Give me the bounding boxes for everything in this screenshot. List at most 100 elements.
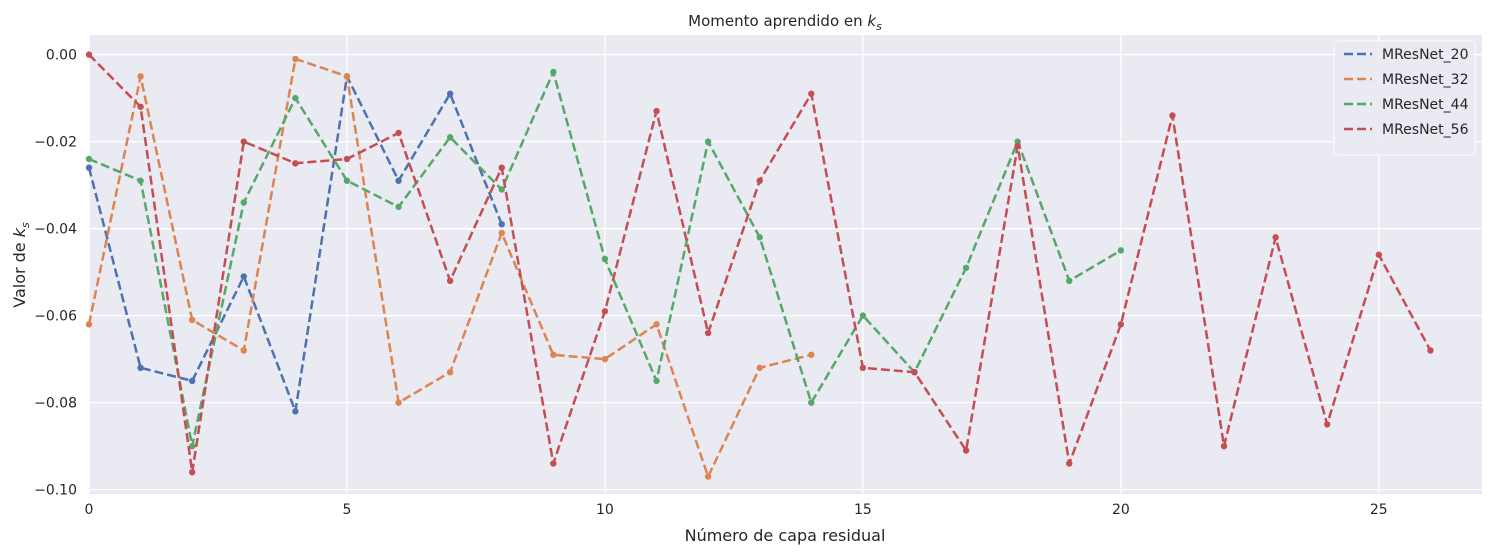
legend-item: MResNet_32 <box>1344 72 1468 88</box>
x-tick-label: 10 <box>596 502 614 518</box>
chart-title-math: k <box>867 12 877 30</box>
data-point <box>1169 112 1176 119</box>
data-point <box>395 203 402 211</box>
data-point <box>395 399 402 406</box>
data-point <box>240 273 247 280</box>
data-point <box>1324 421 1331 428</box>
y-tick-label: −0.08 <box>34 396 77 412</box>
data-point <box>343 73 351 80</box>
data-point <box>292 94 299 102</box>
data-point <box>137 364 144 372</box>
data-point <box>704 138 712 145</box>
legend-label: MResNet_56 <box>1382 122 1469 138</box>
data-point <box>756 364 763 372</box>
data-point <box>859 364 867 372</box>
data-point <box>137 103 144 110</box>
data-point <box>240 347 247 354</box>
data-point <box>859 312 867 319</box>
data-point <box>808 399 815 406</box>
y-tick-labels: 0.00 −0.02 −0.04 −0.06 −0.08 −0.10 <box>34 48 77 499</box>
data-point <box>395 177 402 184</box>
data-point <box>1117 247 1125 254</box>
data-point <box>240 138 247 145</box>
chart-title: Momento aprendido en ks <box>688 12 882 33</box>
data-point <box>498 221 505 228</box>
data-point <box>446 90 454 97</box>
legend-box <box>1333 40 1476 156</box>
data-point <box>601 255 609 263</box>
data-point <box>446 134 454 141</box>
data-point <box>343 177 351 184</box>
legend-item: MResNet_20 <box>1344 47 1468 63</box>
data-point <box>292 408 299 415</box>
data-point <box>704 329 712 337</box>
data-point <box>137 177 144 184</box>
data-point <box>1220 442 1228 450</box>
data-point <box>395 129 402 137</box>
plot-background <box>89 35 1482 494</box>
data-point <box>653 321 660 328</box>
data-point <box>756 177 763 184</box>
legend-label: MResNet_20 <box>1382 47 1468 63</box>
data-point <box>85 51 93 58</box>
legend-label: MResNet_32 <box>1382 72 1468 88</box>
series-mresnet-44 <box>85 68 1125 450</box>
legend-item: MResNet_44 <box>1344 97 1469 113</box>
data-point <box>808 351 815 358</box>
x-tick-label: 0 <box>85 502 94 518</box>
data-point <box>85 321 93 328</box>
data-point <box>601 355 609 363</box>
data-point <box>653 107 660 115</box>
x-tick-labels: 0 5 10 15 20 25 <box>85 502 1388 518</box>
data-point <box>292 160 299 167</box>
data-point <box>1427 347 1434 354</box>
data-point <box>188 469 196 476</box>
data-point <box>240 199 247 206</box>
data-point <box>188 377 196 385</box>
y-axis-label-math-sub: s <box>19 222 32 228</box>
y-tick-label: 0.00 <box>46 48 77 64</box>
data-point <box>188 442 196 450</box>
legend-item: MResNet_56 <box>1344 122 1469 138</box>
y-axis-label-text: Valor de <box>10 242 29 307</box>
data-point <box>756 234 763 241</box>
chart-title-math-sub: s <box>876 20 882 33</box>
y-tick-label: −0.02 <box>34 135 77 151</box>
data-point <box>704 473 712 480</box>
data-point <box>1066 460 1073 467</box>
data-point <box>498 186 505 193</box>
data-point <box>85 155 93 163</box>
data-point <box>343 155 351 163</box>
x-axis-label: Número de capa residual <box>685 526 886 545</box>
chart-title-text: Momento aprendido en <box>688 12 862 30</box>
data-point <box>292 55 299 63</box>
data-point <box>550 68 557 76</box>
data-point <box>653 377 660 385</box>
data-point <box>962 447 970 454</box>
series-layer <box>85 51 1434 480</box>
data-point <box>446 277 454 285</box>
data-point <box>1272 234 1279 241</box>
y-tick-label: −0.10 <box>34 483 77 499</box>
data-point <box>1117 321 1125 328</box>
data-point <box>1066 277 1073 285</box>
data-point <box>550 460 557 467</box>
data-point <box>188 316 196 324</box>
data-point <box>550 351 557 358</box>
x-tick-label: 25 <box>1370 502 1388 518</box>
x-tick-label: 20 <box>1112 502 1130 518</box>
data-point <box>498 164 505 171</box>
x-tick-label: 5 <box>343 502 352 518</box>
data-point <box>137 73 144 80</box>
data-point <box>962 264 970 271</box>
data-point <box>446 368 454 376</box>
y-axis-label-math: k <box>10 227 29 237</box>
data-point <box>1014 142 1021 150</box>
y-tick-label: −0.06 <box>34 309 77 325</box>
series-mresnet-56 <box>85 51 1434 476</box>
y-tick-label: −0.04 <box>34 222 77 238</box>
x-tick-label: 15 <box>854 502 872 518</box>
data-point <box>1375 251 1383 258</box>
legend-label: MResNet_44 <box>1382 97 1469 113</box>
